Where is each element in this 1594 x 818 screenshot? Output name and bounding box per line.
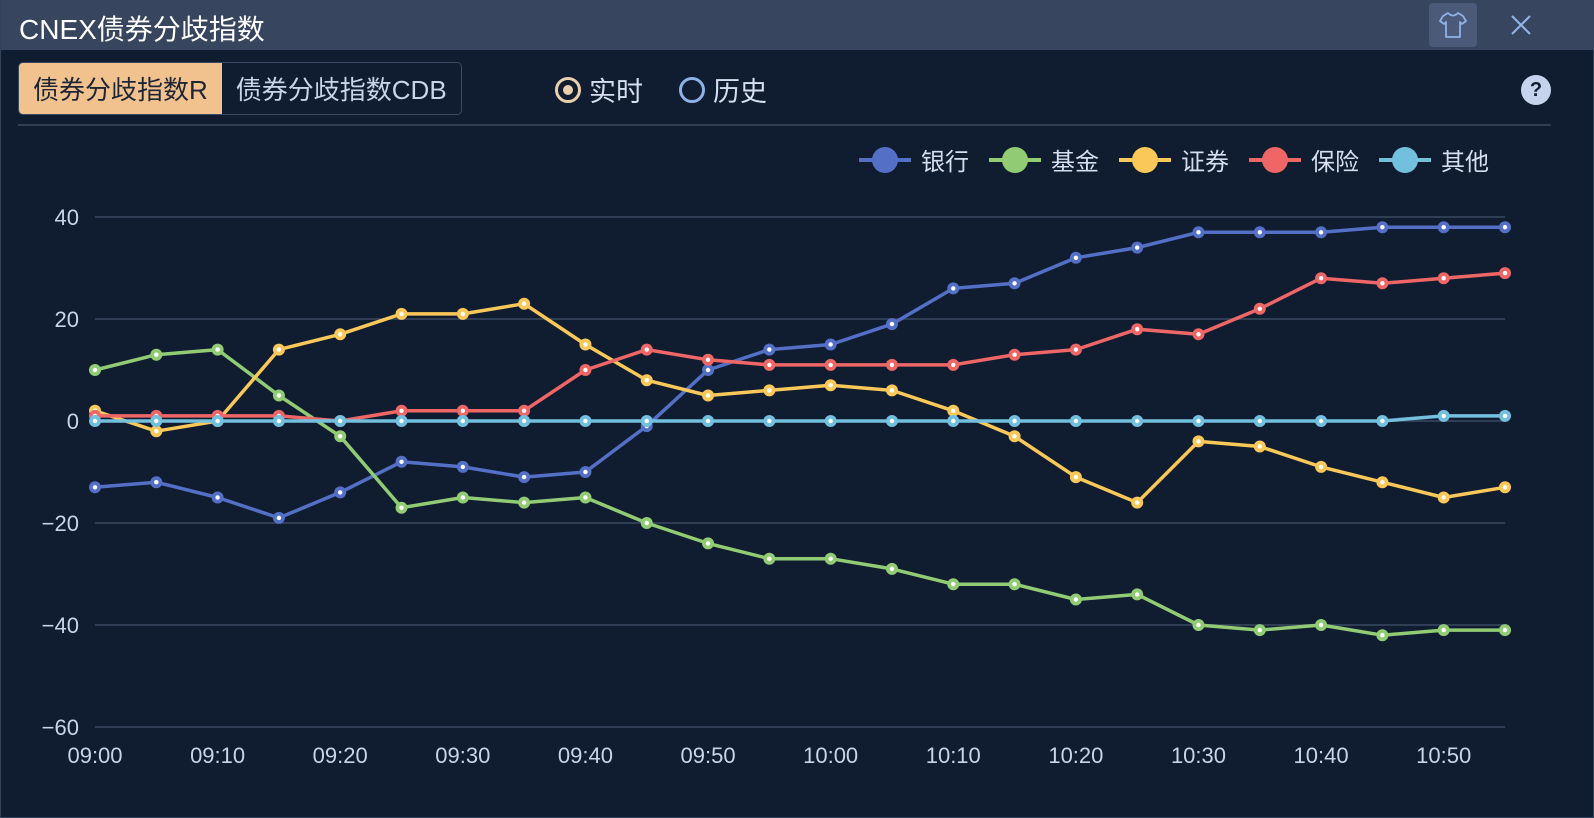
close-icon [1511, 15, 1531, 35]
x-tick-label: 09:00 [67, 743, 122, 768]
title-bar[interactable]: CNEX债券分歧指数 [1, 0, 1594, 50]
series-line [89, 343, 1511, 642]
legend-item-bank[interactable]: 银行 [859, 142, 969, 177]
tshirt-icon [1439, 12, 1467, 38]
legend-label: 保险 [1311, 149, 1359, 176]
x-tick-label: 10:30 [1171, 743, 1226, 768]
y-tick-label: 20 [55, 307, 79, 332]
series-line [89, 221, 1511, 524]
series-line [89, 297, 1511, 509]
x-tick-label: 10:40 [1294, 743, 1349, 768]
legend-line-icon [1119, 146, 1171, 173]
legend-line-icon [1249, 146, 1301, 173]
radio-realtime-label: 实时 [589, 77, 643, 107]
legend-item-fund[interactable]: 基金 [989, 142, 1099, 177]
x-tick-label: 10:00 [803, 743, 858, 768]
y-tick-label: −40 [42, 613, 79, 638]
mode-radio-group: 实时 历史 [555, 70, 767, 109]
window-title: CNEX债券分歧指数 [19, 14, 265, 45]
legend-label: 基金 [1051, 149, 1099, 176]
legend-item-securities[interactable]: 证券 [1119, 142, 1229, 177]
x-tick-label: 09:30 [435, 743, 490, 768]
y-tick-label: 0 [67, 409, 79, 434]
legend-label: 银行 [921, 149, 969, 176]
tab-index-r[interactable]: 债券分歧指数R [19, 63, 222, 114]
legend-label: 其他 [1441, 149, 1489, 176]
header-divider [18, 124, 1551, 126]
skin-button[interactable] [1429, 3, 1477, 47]
legend-item-insurance[interactable]: 保险 [1249, 142, 1359, 177]
radio-selected-icon [555, 76, 581, 103]
x-tick-label: 09:50 [681, 743, 736, 768]
y-tick-label: 40 [55, 205, 79, 230]
y-tick-label: −20 [42, 511, 79, 536]
y-tick-label: −60 [42, 715, 79, 740]
radio-history[interactable]: 历史 [679, 70, 767, 109]
help-icon[interactable]: ? [1521, 75, 1551, 105]
radio-history-label: 历史 [713, 77, 767, 107]
x-tick-label: 09:10 [190, 743, 245, 768]
series-line [89, 409, 1511, 427]
radio-realtime[interactable]: 实时 [555, 70, 643, 109]
legend-line-icon [1379, 146, 1431, 173]
x-tick-label: 09:20 [313, 743, 368, 768]
close-button[interactable] [1501, 3, 1541, 47]
tab-index-cdb[interactable]: 债券分歧指数CDB [221, 63, 461, 114]
chart-legend: 银行 基金 证券 保险 其他 [859, 142, 1489, 177]
legend-item-other[interactable]: 其他 [1379, 142, 1489, 177]
chart-series [89, 221, 1511, 642]
legend-label: 证券 [1181, 149, 1229, 176]
x-tick-label: 10:20 [1048, 743, 1103, 768]
x-tick-label: 10:10 [926, 743, 981, 768]
y-axis-labels: 40 20 0 −20 −40 −60 [42, 205, 79, 740]
legend-line-icon [859, 146, 911, 173]
x-tick-label: 09:40 [558, 743, 613, 768]
x-axis-labels: 09:00 09:10 09:20 09:30 09:40 09:50 10:00 10:10… [67, 743, 1471, 768]
index-tabs: 债券分歧指数R 债券分歧指数CDB [18, 62, 462, 115]
legend-line-icon [989, 146, 1041, 173]
radio-unselected-icon [679, 76, 705, 103]
x-tick-label: 10:50 [1416, 743, 1471, 768]
